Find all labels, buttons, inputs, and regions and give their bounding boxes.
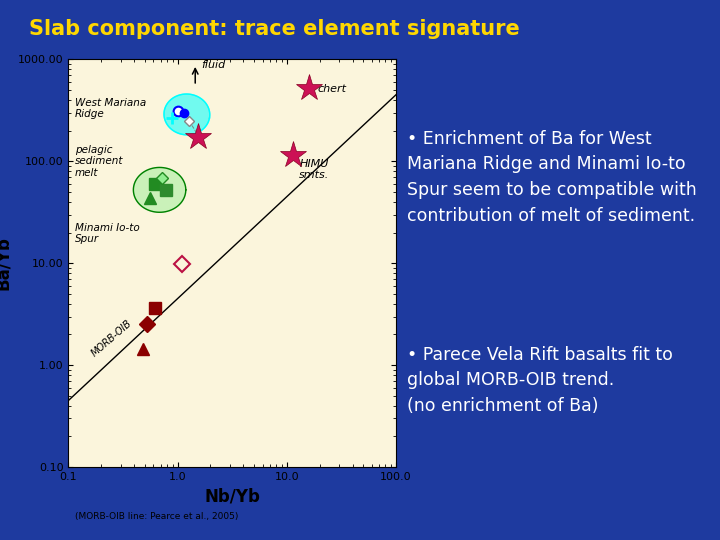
Text: HIMU
smts.: HIMU smts. <box>300 159 330 180</box>
Y-axis label: Ba/Yb: Ba/Yb <box>0 237 12 290</box>
Text: • Parece Vela Rift basalts fit to
global MORB-OIB trend.
(no enrichment of Ba): • Parece Vela Rift basalts fit to global… <box>407 346 672 415</box>
Text: • Enrichment of Ba for West
Mariana Ridge and Minami Io-to
Spur seem to be compa: • Enrichment of Ba for West Mariana Ridg… <box>407 130 696 225</box>
Polygon shape <box>133 167 186 212</box>
Text: West Mariana
Ridge: West Mariana Ridge <box>75 98 146 119</box>
Text: fluid: fluid <box>202 60 225 70</box>
Text: pelagic
sediment
melt: pelagic sediment melt <box>75 145 124 178</box>
Text: Minami Io-to
Spur: Minami Io-to Spur <box>75 222 140 244</box>
Text: chert: chert <box>318 84 346 94</box>
Polygon shape <box>164 94 210 135</box>
Text: MORB-OIB: MORB-OIB <box>90 318 134 359</box>
Text: (MORB-OIB line: Pearce et al., 2005): (MORB-OIB line: Pearce et al., 2005) <box>75 512 238 521</box>
X-axis label: Nb/Yb: Nb/Yb <box>204 488 260 505</box>
Text: Slab component: trace element signature: Slab component: trace element signature <box>29 19 520 39</box>
